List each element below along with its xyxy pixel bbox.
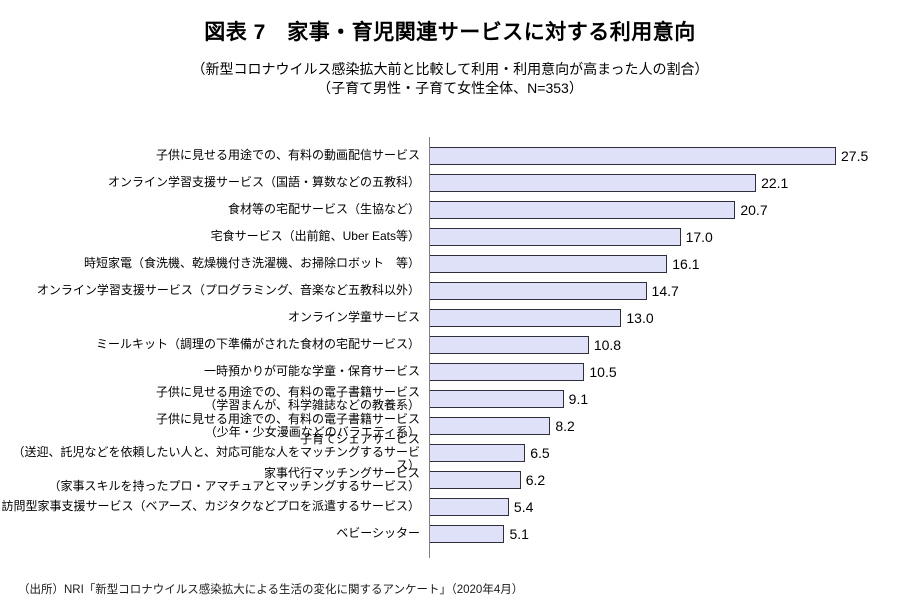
- bar: [429, 470, 521, 489]
- category-label: 宅食サービス（出前館、Uber Eats等）: [210, 229, 420, 243]
- bar: [429, 227, 681, 246]
- chart-row: ベビーシッター 5.1: [0, 520, 900, 547]
- value-label: 17.0: [685, 228, 713, 245]
- chart-row: 子供に見せる用途での、有料の動画配信サービス 27.5: [0, 142, 900, 169]
- value-label: 22.1: [761, 174, 789, 191]
- value-label: 6.2: [525, 471, 546, 488]
- bar: [429, 389, 564, 408]
- bar: [429, 497, 509, 516]
- category-label: ミールキット（調理の下準備がされた食材の宅配サービス）: [95, 337, 420, 351]
- category-label: 子供に見せる用途での、有料の電子書籍サービス （学習まんが、科学雑誌などの教養系…: [155, 384, 420, 412]
- chart-row: 一時預かりが可能な学童・保育サービス 10.5: [0, 358, 900, 385]
- bar: [429, 308, 622, 327]
- value-label: 5.4: [513, 498, 534, 515]
- chart-row: 子育てシェアサービス （送迎、託児などを依頼したい人と、対応可能な人をマッチング…: [0, 433, 900, 472]
- value-label: 10.5: [589, 363, 617, 380]
- bar: [429, 335, 589, 354]
- source-note: （出所）NRI「新型コロナウイルス感染拡大による生活の変化に関するアンケート」（…: [18, 584, 524, 596]
- bar: [429, 443, 526, 462]
- bar: [429, 146, 836, 165]
- chart-row: オンライン学童サービス 13.0: [0, 304, 900, 331]
- subtitle-line-2: （子育て男性・子育て女性全体、N=353）: [317, 80, 583, 96]
- chart-row: オンライン学習支援サービス（国語・算数などの五教科） 22.1: [0, 169, 900, 196]
- value-label: 8.2: [555, 417, 575, 434]
- bar: [429, 281, 647, 300]
- chart-row: 子供に見せる用途での、有料の電子書籍サービス （少年・少女漫画などのバラエティ系…: [0, 412, 900, 439]
- category-label: オンライン学習支援サービス（プログラミング、音楽など五教科以外）: [36, 283, 420, 297]
- category-label: 子育てシェアサービス （送迎、託児などを依頼したい人と、対応可能な人をマッチング…: [12, 432, 420, 472]
- chart-row: 訪問型家事支援サービス（ベアーズ、カジタクなどプロを派遣するサービス） 5.4: [0, 493, 900, 520]
- bar: [429, 200, 736, 219]
- subtitle-line-1: （新型コロナウイルス感染拡大前と比較して利用・利用意向が高まった人の割合）: [191, 61, 709, 77]
- category-label: 子供に見せる用途での、有料の動画配信サービス: [155, 148, 420, 162]
- chart-row: 宅食サービス（出前館、Uber Eats等） 17.0: [0, 223, 900, 250]
- category-label: 時短家電（食洗機、乾燥機付き洗濯機、お掃除ロボット 等）: [83, 256, 420, 270]
- bar: [429, 416, 551, 435]
- value-label: 5.1: [509, 525, 529, 542]
- category-label: 訪問型家事支援サービス（ベアーズ、カジタクなどプロを派遣するサービス）: [1, 499, 420, 513]
- category-label: 食材等の宅配サービス（生協など）: [227, 202, 420, 216]
- category-label: 家事代行マッチングサービス （家事スキルを持ったプロ・アマチュアとマッチングする…: [48, 465, 420, 493]
- bar: [429, 524, 505, 543]
- value-label: 20.7: [740, 201, 768, 218]
- bar-chart: 子供に見せる用途での、有料の動画配信サービス 27.5 オンライン学習支援サービス（…: [0, 137, 900, 558]
- chart-row: 子供に見せる用途での、有料の電子書籍サービス （学習まんが、科学雑誌などの教養系…: [0, 385, 900, 412]
- value-label: 14.7: [651, 282, 679, 299]
- bar: [429, 254, 668, 273]
- value-label: 10.8: [593, 336, 622, 353]
- bar: [429, 173, 757, 192]
- category-label: ベビーシッター: [336, 526, 420, 540]
- y-axis-line: [429, 137, 430, 558]
- category-label: オンライン学童サービス: [287, 310, 420, 324]
- category-label: 一時預かりが可能な学童・保育サービス: [203, 364, 420, 378]
- value-label: 27.5: [841, 147, 869, 164]
- value-label: 9.1: [568, 390, 589, 407]
- chart-row: 食材等の宅配サービス（生協など） 20.7: [0, 196, 900, 223]
- category-label: 子供に見せる用途での、有料の電子書籍サービス （少年・少女漫画などのバラエティ系…: [155, 411, 420, 439]
- value-label: 16.1: [672, 255, 700, 272]
- category-label: オンライン学習支援サービス（国語・算数などの五教科）: [107, 175, 420, 189]
- chart-row: 家事代行マッチングサービス （家事スキルを持ったプロ・アマチュアとマッチングする…: [0, 466, 900, 493]
- chart-row: ミールキット（調理の下準備がされた食材の宅配サービス） 10.8: [0, 331, 900, 358]
- bar: [429, 362, 585, 381]
- chart-row: オンライン学習支援サービス（プログラミング、音楽など五教科以外） 14.7: [0, 277, 900, 304]
- chart-rows: 子供に見せる用途での、有料の動画配信サービス 27.5 オンライン学習支援サービス（…: [0, 142, 900, 547]
- value-label: 13.0: [626, 309, 654, 326]
- page-title: 図表 7 家事・育児関連サービスに対する利用意向: [204, 21, 696, 44]
- value-label: 6.5: [530, 444, 550, 461]
- chart-row: 時短家電（食洗機、乾燥機付き洗濯機、お掃除ロボット 等） 16.1: [0, 250, 900, 277]
